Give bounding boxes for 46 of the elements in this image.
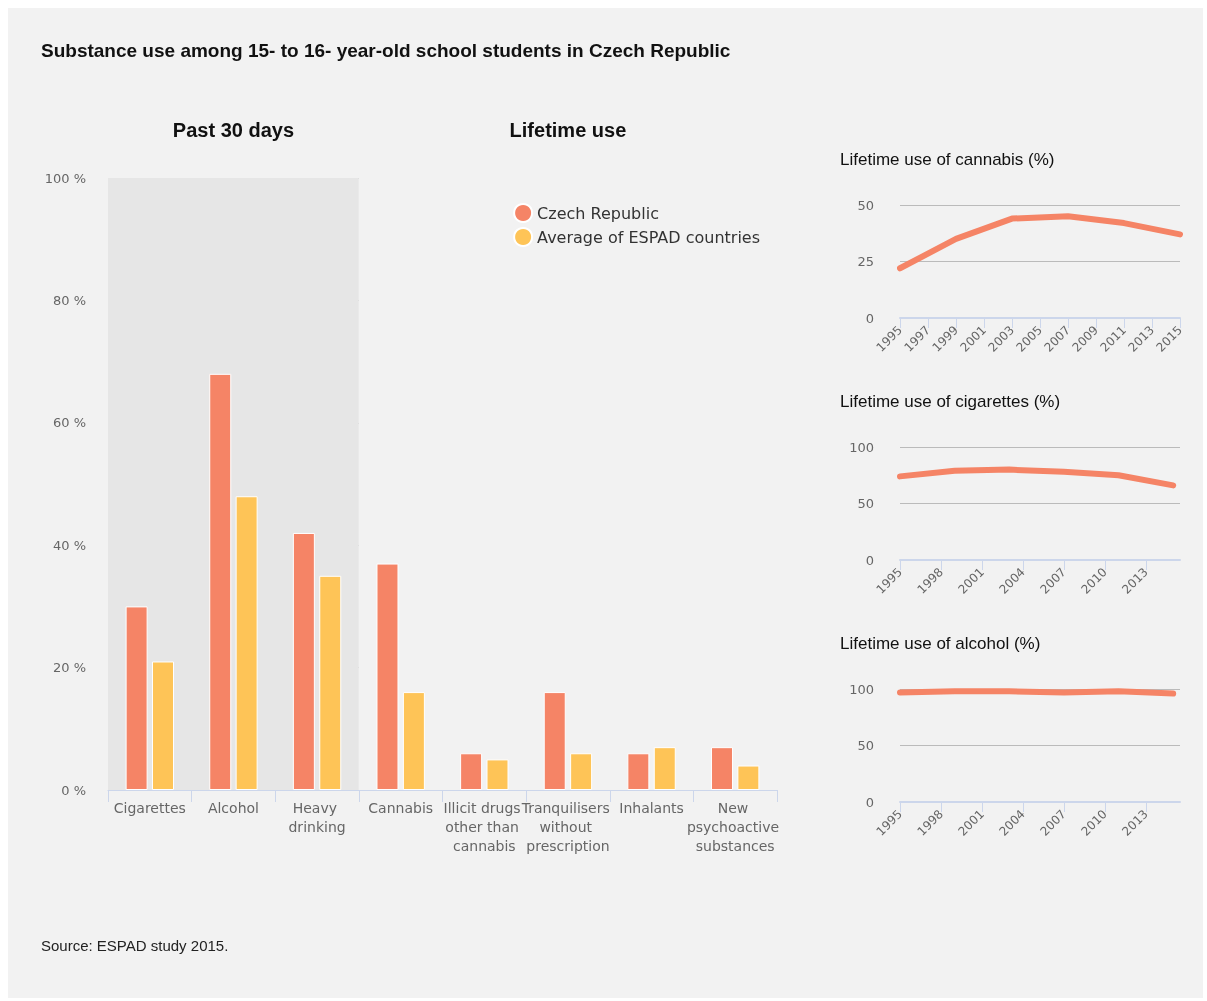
bar — [486, 759, 509, 790]
bar — [235, 496, 258, 790]
y-tick-label: 50 — [857, 496, 874, 511]
y-tick-label: 0 % — [61, 782, 86, 798]
x-tick-label: Cigarettes — [113, 799, 186, 816]
bar — [402, 692, 425, 790]
y-tick-label: 100 % — [44, 170, 86, 186]
bar — [292, 532, 315, 790]
legend-label: Czech Republic — [537, 203, 659, 223]
y-tick-label: 0 — [865, 794, 874, 810]
chart-title: Lifetime use of cigarettes (%) — [840, 392, 1061, 411]
bar — [376, 563, 399, 790]
y-tick-label: 100 — [849, 681, 874, 697]
bar — [737, 765, 760, 790]
y-tick-label: 40 % — [52, 537, 86, 553]
bar — [710, 747, 733, 790]
chart-title: Substance use among 15- to 16- year-old school students in Czech Republic — [41, 40, 731, 61]
x-tick-label: Heavy drinking — [288, 799, 346, 835]
bar — [209, 373, 232, 790]
bar — [125, 606, 148, 790]
y-tick-label: 25 — [857, 254, 874, 269]
y-tick-label: 20 % — [52, 660, 86, 676]
band-label: Past 30 days — [172, 119, 295, 141]
chart-title: Lifetime use of alcohol (%) — [840, 634, 1041, 653]
y-tick-label: 0 — [865, 552, 874, 568]
bar — [543, 692, 566, 790]
x-tick-label: Inhalants — [619, 799, 684, 816]
bar — [653, 747, 676, 790]
x-tick-label: Cannabis — [368, 799, 434, 816]
x-tick-label: Alcohol — [207, 799, 259, 816]
y-tick-label: 80 % — [52, 292, 86, 308]
legend-label: Average of ESPAD countries — [537, 227, 761, 247]
bar — [627, 753, 650, 790]
bar — [570, 753, 593, 790]
y-tick-label: 60 % — [52, 415, 86, 431]
source-note: Source: ESPAD study 2015. — [41, 937, 229, 954]
y-tick-label: 50 — [857, 738, 874, 753]
y-tick-label: 100 — [849, 439, 874, 455]
bar — [460, 753, 483, 790]
band-label: Lifetime use — [509, 119, 627, 141]
y-tick-label: 50 — [857, 197, 874, 213]
bar — [152, 661, 175, 790]
chart-title: Lifetime use of cannabis (%) — [840, 150, 1055, 169]
x-tick-label: New psychoactive substances — [686, 799, 784, 854]
bar — [319, 575, 342, 790]
y-tick-label: 0 — [865, 310, 874, 326]
